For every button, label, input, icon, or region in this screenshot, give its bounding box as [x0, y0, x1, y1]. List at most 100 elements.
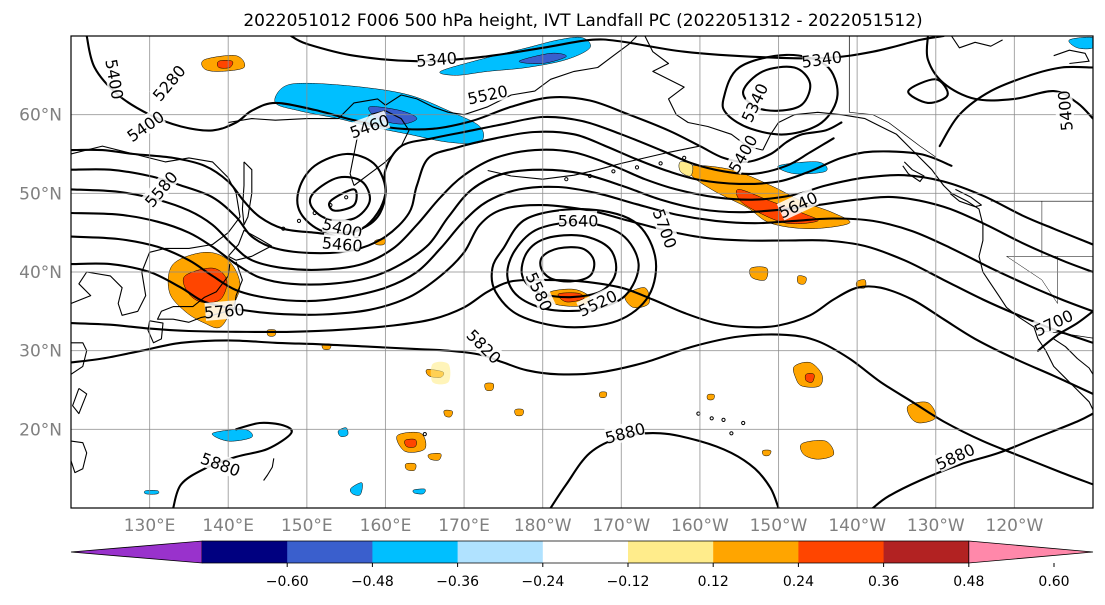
ivt-positive-dot-b: [484, 382, 494, 391]
contour-label-bg: [204, 299, 244, 321]
contour-label-bg: [559, 210, 598, 229]
ivt-positive-subtropic-c: [800, 440, 835, 460]
colorbar-tick-label-2: −0.36: [436, 574, 479, 590]
chart-title: 2022051012 F006 500 hPa height, IVT Land…: [243, 11, 922, 31]
coast-mariana: [263, 458, 275, 481]
colorbar-box-4: [542, 541, 629, 563]
contour-label-bg: [604, 418, 646, 446]
ivt-positive-dot-g: [404, 462, 417, 471]
lat-label-30: 30°N: [19, 342, 62, 362]
ivt-positive-dot-c: [443, 409, 453, 418]
colorbar-box-8: [883, 541, 970, 563]
lat-label-50: 50°N: [19, 184, 62, 204]
lon-label-140: 140°E: [202, 516, 254, 536]
contour-5460-east: [938, 65, 1093, 148]
contour-5640-a: [71, 168, 1093, 286]
colorbar-tick-label-1: −0.48: [351, 574, 394, 590]
contour-label-bg: [576, 286, 619, 319]
coast-gulf-alaska: [762, 111, 1093, 410]
colorbar-box-5: [628, 541, 714, 563]
island-8: [634, 165, 640, 170]
contour-label-bg: [464, 326, 505, 366]
contour-label-bg: [1032, 306, 1075, 339]
island-11: [729, 431, 734, 436]
coast-hokkaido: [227, 229, 273, 261]
ivt-positive-gulf-alaska: [687, 165, 851, 229]
island-5: [564, 177, 569, 182]
contour-label-bg: [801, 47, 842, 71]
contour-label-bg: [124, 107, 166, 144]
coast-hudson: [951, 36, 1003, 49]
lon-label-160: 160°E: [360, 516, 412, 536]
island-13: [721, 417, 726, 422]
lat-label-60: 60°N: [19, 106, 62, 126]
coastline-layer: [71, 36, 1093, 481]
contour-kamchatka-low-5400: [296, 152, 387, 235]
contour-5520-a: [71, 130, 953, 255]
colorbar-outline: [202, 540, 969, 564]
contour-label-bg: [141, 168, 180, 210]
contour-5400-west: [85, 36, 843, 164]
ivt-positive-west-small-core: [404, 438, 417, 448]
contour-label-13: 5640: [558, 210, 598, 230]
latitude-labels: 20°N 30°N 40°N 50°N 60°N: [19, 106, 62, 441]
contour-label-23: 5400: [1053, 90, 1077, 132]
colorbar-box-7: [798, 541, 885, 563]
contour-label-17: 5760: [203, 299, 245, 323]
contour-label-bg: [933, 439, 977, 473]
ivt-positive-subtropic-a-core: [804, 373, 815, 383]
contour-label-bg: [650, 207, 681, 250]
colorbar-tick-label-9: 0.60: [1038, 574, 1069, 590]
contour-5340-north: [290, 36, 945, 63]
coast-vancouver-island: [949, 188, 982, 208]
ivt-positive-dot-k: [599, 391, 608, 398]
ivt-positive-ne-pacific-a: [797, 275, 807, 285]
lon-label-240: 120°W: [986, 516, 1044, 536]
island-7: [611, 169, 616, 174]
lon-label-210: 150°W: [750, 516, 808, 536]
contour-5880-west: [172, 421, 293, 508]
ivt-positive-dot-d: [514, 408, 524, 417]
coast-sakhalin: [241, 161, 253, 226]
contour-label-bg: [523, 270, 556, 313]
contour-5580-a: [71, 148, 1093, 271]
contour-5700-a: [71, 185, 1093, 313]
colorbar-extend-low: [70, 540, 203, 564]
contour-label-bg: [149, 62, 188, 103]
contour-label-text: 5400: [1054, 90, 1076, 132]
map-frame: [70, 35, 1094, 509]
ivt-negative-small-b: [349, 482, 363, 496]
contour-label-bg: [467, 81, 508, 107]
lon-label-190: 170°W: [592, 516, 650, 536]
lon-label-220: 140°W: [828, 516, 886, 536]
contour-sea-okhotsk-ring: [907, 78, 949, 104]
colorbar-tick-label-6: 0.24: [783, 574, 814, 590]
colorbar-tick-label-0: −0.60: [266, 574, 309, 590]
coast-nw-islands: [1053, 49, 1090, 65]
lon-label-230: 130°W: [907, 516, 965, 536]
lon-label-200: 160°W: [671, 516, 729, 536]
contour-5880-east: [871, 412, 1093, 508]
longitude-labels: 130°E 140°E 150°E 160°E 170°E 180°W 170°W 160°W…: [124, 516, 1044, 536]
colorbar-tick-label-8: 0.48: [953, 574, 984, 590]
colorbar-tick-label-4: −0.12: [607, 574, 650, 590]
contour-label-bg: [348, 110, 391, 141]
colorbar-box-1: [287, 541, 373, 563]
ivt-negative-nw-corner: [1068, 36, 1093, 50]
colorbar-extend-high: [968, 540, 1094, 564]
colorbar-box-3: [457, 541, 544, 563]
island-9: [658, 161, 663, 166]
lon-label-150: 150°E: [281, 516, 333, 536]
ivt-weak-fringe-0: [430, 361, 451, 385]
height-contour-layer: [71, 36, 1093, 508]
coast-taiwan: [72, 387, 88, 415]
colorbar-box-2: [372, 541, 459, 563]
contour-label-bg: [737, 81, 771, 124]
ivt-positive-subtropic-b: [906, 401, 937, 424]
island-14: [709, 416, 714, 421]
contour-5880-a: [71, 333, 1093, 486]
colorbar-tick-labels: −0.60 −0.48 −0.36 −0.24 −0.12 0.12 0.24 0.36 0.4…: [266, 563, 1070, 590]
contour-5700-east: [1036, 310, 1093, 352]
